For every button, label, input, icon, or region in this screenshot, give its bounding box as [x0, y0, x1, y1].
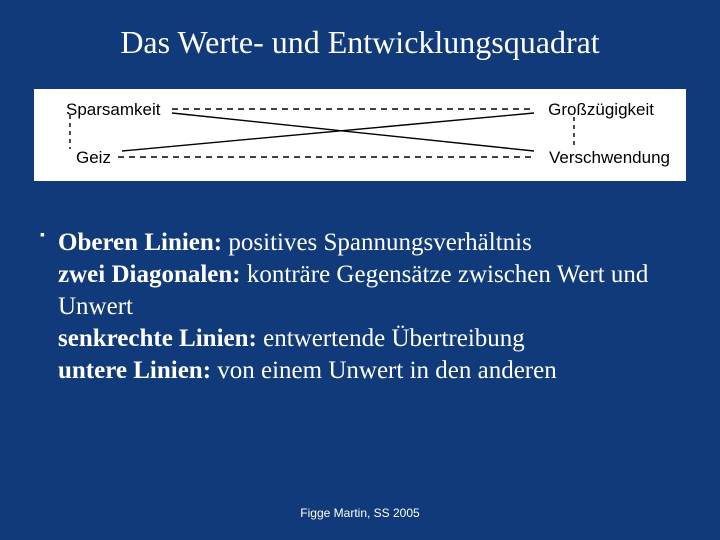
bullet-marker [40, 259, 58, 323]
bullet-line: zwei Diagonalen: konträre Gegensätze zwi… [40, 259, 686, 323]
bullet-line: ▪Oberen Linien: positives Spannungsverhä… [40, 227, 686, 259]
bullet-text: untere Linien: von einem Unwert in den a… [58, 355, 557, 387]
bullet-line: untere Linien: von einem Unwert in den a… [40, 355, 686, 387]
node-top-left: Sparsamkeit [66, 101, 160, 120]
bullet-line: senkrechte Linien: entwertende Übertreib… [40, 323, 686, 355]
bullet-text: Oberen Linien: positives Spannungsverhäl… [58, 227, 532, 259]
bullet-text: zwei Diagonalen: konträre Gegensätze zwi… [58, 259, 686, 323]
bullet-marker [40, 355, 58, 387]
node-bottom-left: Geiz [76, 149, 111, 168]
bullet-text: senkrechte Linien: entwertende Übertreib… [58, 323, 525, 355]
bullet-marker [40, 323, 58, 355]
node-top-right: Großzügigkeit [548, 101, 654, 120]
node-bottom-right: Verschwendung [549, 149, 670, 168]
values-square-diagram: Sparsamkeit Großzügigkeit Geiz Verschwen… [34, 89, 686, 181]
page-title: Das Werte- und Entwicklungsquadrat [34, 24, 686, 61]
bullet-marker: ▪ [40, 227, 58, 259]
bullet-list: ▪Oberen Linien: positives Spannungsverhä… [34, 227, 686, 387]
slide: Das Werte- und Entwicklungsquadrat Spars… [0, 0, 720, 540]
slide-footer: Figge Martin, SS 2005 [34, 506, 686, 530]
